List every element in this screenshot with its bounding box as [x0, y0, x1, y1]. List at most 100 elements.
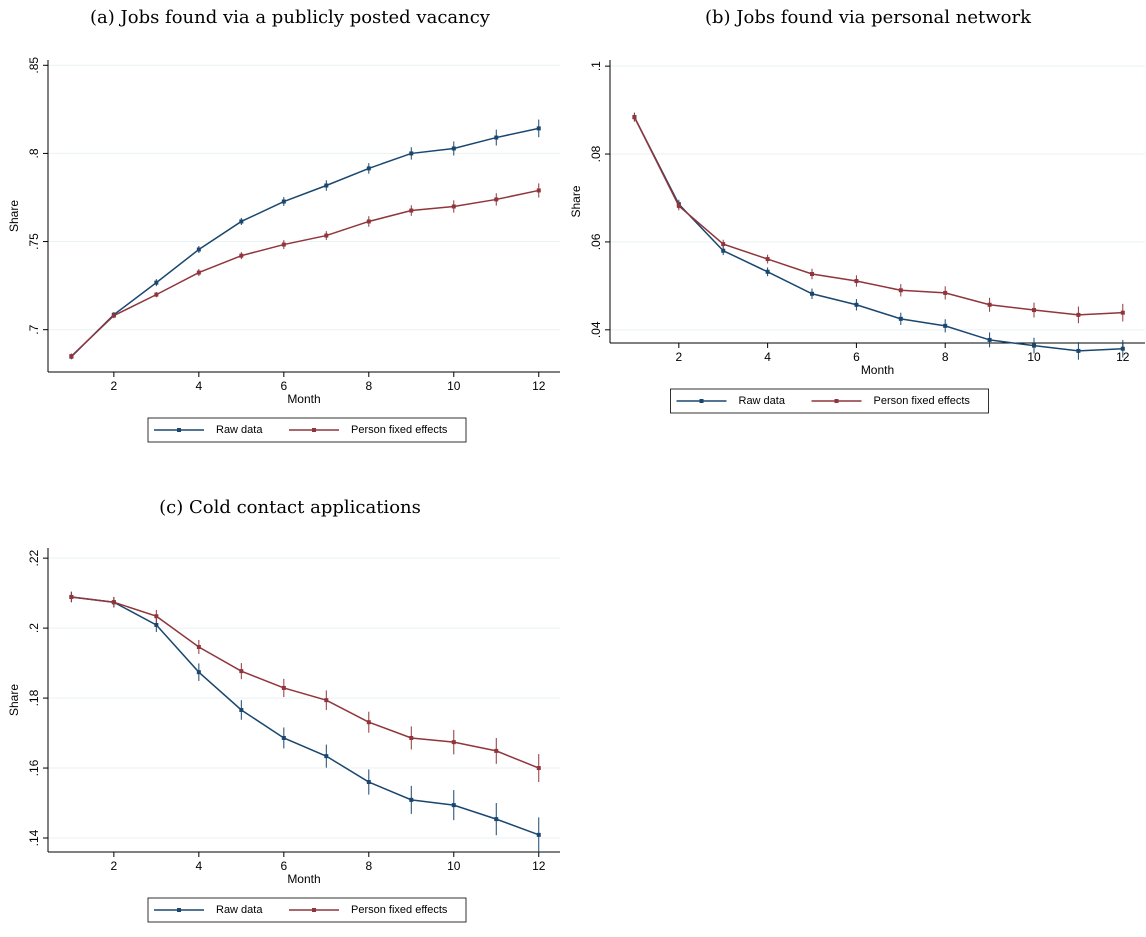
x-tick-label: 4: [195, 379, 202, 393]
series-line: [70, 127, 539, 358]
marker: [451, 740, 456, 745]
legend-marker: [312, 428, 316, 432]
marker: [810, 291, 815, 296]
marker: [810, 272, 815, 277]
marker: [154, 614, 159, 619]
marker: [854, 302, 859, 307]
marker: [987, 337, 992, 342]
marker: [324, 698, 329, 703]
marker: [324, 754, 329, 759]
marker: [196, 670, 201, 675]
marker: [494, 817, 499, 822]
marker: [196, 247, 201, 252]
marker: [366, 219, 371, 224]
marker: [154, 280, 159, 285]
marker: [154, 292, 159, 297]
marker: [451, 146, 456, 151]
x-tick-label: 4: [764, 350, 771, 364]
marker: [281, 735, 286, 740]
y-tick-label: .1: [589, 61, 603, 71]
x-axis-label: Month: [861, 363, 894, 377]
y-tick-label: .06: [589, 233, 603, 250]
marker: [366, 166, 371, 171]
x-tick-label: 8: [942, 350, 949, 364]
y-tick-label: .08: [589, 145, 603, 162]
y-tick-label: .2: [27, 623, 41, 633]
marker: [494, 748, 499, 753]
series-line: [70, 189, 539, 357]
marker: [987, 302, 992, 307]
x-tick-label: 10: [447, 379, 461, 393]
marker: [324, 183, 329, 188]
marker: [632, 115, 637, 120]
marker: [239, 253, 244, 258]
x-tick-label: 6: [280, 859, 287, 873]
x-tick-label: 6: [280, 379, 287, 393]
marker: [409, 208, 414, 213]
marker: [111, 313, 116, 318]
marker: [366, 720, 371, 725]
marker: [281, 242, 286, 247]
x-tick-label: 8: [365, 859, 372, 873]
legend-label: Raw data: [739, 395, 786, 407]
marker: [536, 832, 541, 837]
marker: [536, 126, 541, 131]
marker: [451, 204, 456, 209]
marker: [676, 203, 681, 208]
legend-label: Person fixed effects: [351, 904, 448, 916]
marker: [765, 269, 770, 274]
series-line: [71, 596, 540, 836]
marker: [69, 594, 74, 599]
y-axis-label: Share: [7, 684, 21, 716]
marker: [196, 270, 201, 275]
marker: [1076, 312, 1081, 317]
y-axis-label: Share: [7, 200, 21, 232]
marker: [239, 669, 244, 674]
marker: [409, 151, 414, 156]
y-tick-label: .75: [27, 233, 41, 250]
marker: [765, 257, 770, 262]
y-tick-label: .18: [27, 689, 41, 706]
legend-marker: [834, 399, 839, 403]
x-tick-label: 6: [853, 350, 860, 364]
marker: [943, 290, 948, 295]
marker: [281, 685, 286, 690]
x-tick-label: 4: [195, 859, 202, 873]
marker: [281, 199, 286, 204]
marker: [536, 188, 541, 193]
marker: [409, 735, 414, 740]
marker: [494, 197, 499, 202]
y-tick-label: .8: [27, 148, 41, 158]
marker: [1032, 308, 1037, 313]
marker: [1120, 346, 1125, 351]
y-tick-label: .85: [27, 57, 41, 74]
legend-marker: [177, 908, 181, 912]
marker: [409, 797, 414, 802]
marker: [239, 219, 244, 224]
chart-title: (a) Jobs found via a publicly posted vac…: [90, 7, 491, 28]
marker: [324, 233, 329, 238]
legend-label: Raw data: [216, 424, 263, 436]
x-tick-label: 10: [1027, 350, 1041, 364]
legend-marker: [312, 908, 316, 912]
marker: [943, 323, 948, 328]
series-line: [633, 116, 1123, 316]
marker: [111, 600, 116, 605]
marker: [239, 707, 244, 712]
legend-label: Person fixed effects: [874, 395, 971, 407]
y-tick-label: .14: [27, 829, 41, 846]
marker: [536, 766, 541, 771]
x-tick-label: 2: [111, 859, 118, 873]
series-line: [71, 596, 540, 769]
marker: [1076, 348, 1081, 353]
marker: [1120, 310, 1125, 315]
legend-label: Raw data: [216, 904, 263, 916]
legend-label: Person fixed effects: [351, 424, 448, 436]
marker: [196, 645, 201, 650]
marker: [494, 135, 499, 140]
marker: [721, 242, 726, 247]
x-tick-label: 10: [447, 859, 461, 873]
marker: [721, 248, 726, 253]
y-axis-label: Share: [569, 185, 583, 217]
